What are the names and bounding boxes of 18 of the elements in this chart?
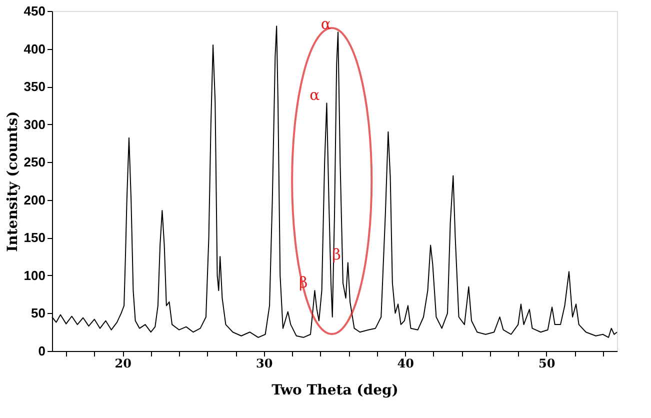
y-tick-label: 50 — [31, 306, 46, 321]
y-tick-label: 450 — [24, 4, 46, 18]
y-tick-label: 300 — [24, 116, 46, 132]
x-tick-label: 30 — [256, 356, 273, 370]
annotation: α — [320, 15, 332, 34]
x-axis-title: Two Theta (deg) — [272, 382, 398, 398]
y-tick-label: 0 — [38, 344, 46, 358]
x-tick-label: 40 — [397, 356, 414, 370]
y-tick-label: 250 — [24, 154, 46, 170]
y-tick-label: 150 — [24, 230, 46, 246]
y-tick-label: 350 — [24, 79, 46, 94]
y-axis-title: Intensity (counts) — [4, 111, 21, 252]
y-tick-label: 200 — [24, 192, 46, 208]
y-tick-label: 100 — [24, 268, 46, 283]
annotation: α — [310, 86, 320, 104]
y-tick-label: 400 — [24, 41, 46, 56]
x-tick-label: 20 — [114, 356, 132, 370]
x-tick-label: 50 — [538, 356, 556, 370]
